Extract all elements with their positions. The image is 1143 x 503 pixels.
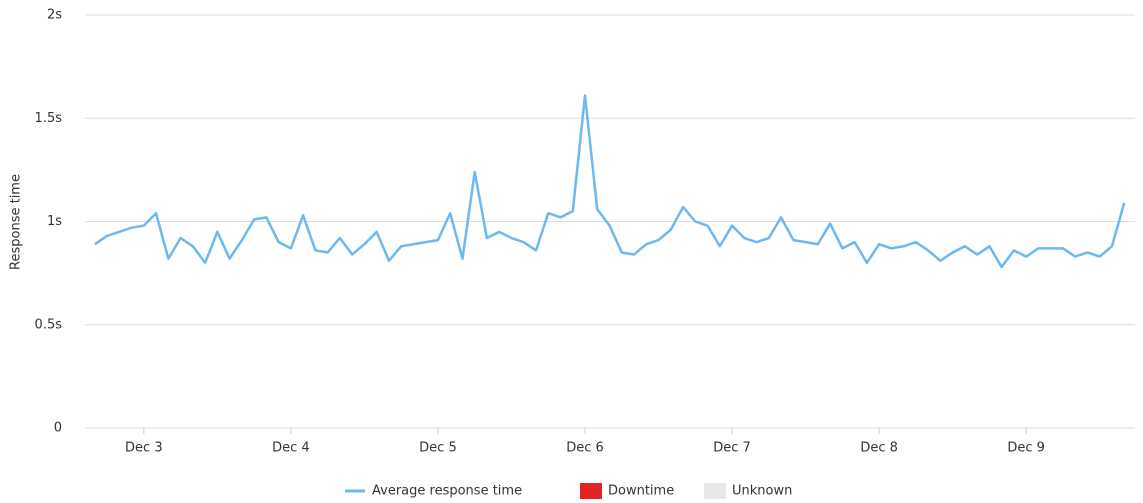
x-tick-label: Dec 8 <box>860 441 898 456</box>
y-tick-label: 1s <box>47 214 62 229</box>
x-tick-label: Dec 6 <box>566 441 604 456</box>
y-axis-label: Response time <box>9 174 24 270</box>
legend-swatch <box>580 483 602 499</box>
y-tick-label: 0 <box>54 421 62 436</box>
x-tick-label: Dec 4 <box>272 441 310 456</box>
y-tick-label: 2s <box>47 8 62 23</box>
y-tick-label: 0.5s <box>35 317 63 332</box>
legend-label: Unknown <box>732 484 792 499</box>
legend-label: Average response time <box>372 484 522 499</box>
data-line <box>94 94 1126 269</box>
x-tick-label: Dec 7 <box>713 441 751 456</box>
legend-swatch <box>704 483 726 499</box>
y-tick-label: 1.5s <box>35 111 63 126</box>
x-tick-label: Dec 3 <box>125 441 163 456</box>
legend-label: Downtime <box>608 484 674 499</box>
x-tick-label: Dec 5 <box>419 441 457 456</box>
x-tick-label: Dec 9 <box>1007 441 1045 456</box>
